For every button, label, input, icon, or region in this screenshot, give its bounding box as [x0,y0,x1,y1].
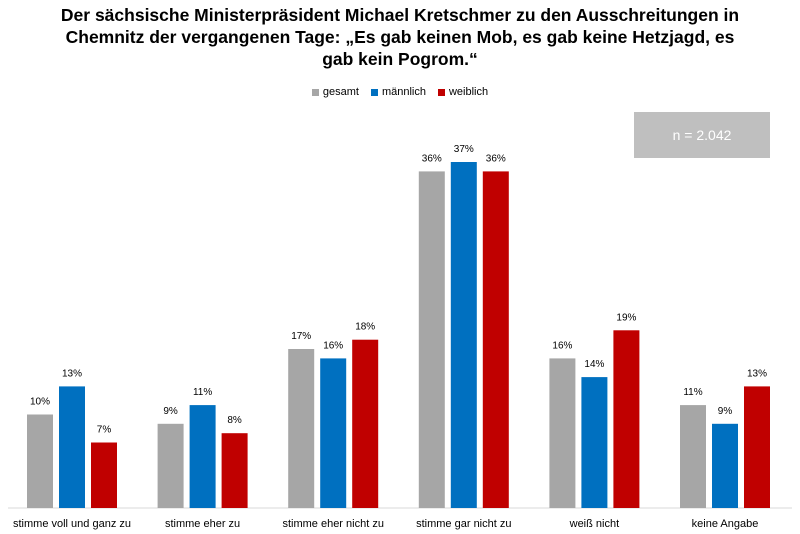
data-label-gesamt-0: 10% [30,397,50,408]
category-label-4: weiß nicht [569,518,620,530]
sample-size-text: n = 2.042 [672,127,732,143]
data-label-gesamt-3: 36% [422,153,442,164]
bar-gesamt-2 [288,349,315,508]
legend-label-maennlich: männlich [381,86,426,98]
data-label-männlich-1: 11% [193,387,212,398]
bar-weiblich-1 [221,433,248,508]
bar-weiblich-0 [91,442,117,508]
bar-gesamt-5 [680,405,706,508]
data-label-weiblich-3: 36% [486,153,506,164]
bar-männlich-4 [581,377,608,508]
chart-title-line-2: Chemnitz der vergangenen Tage: „Es gab k… [65,27,735,47]
bar-männlich-2 [320,358,347,508]
bar-männlich-0 [59,386,85,508]
data-label-männlich-4: 14% [584,359,604,370]
legend-item-gesamt: gesamt [311,86,359,98]
data-label-weiblich-4: 19% [616,312,636,323]
sample-size-box: n = 2.042 [634,112,770,158]
bar-weiblich-5 [744,386,770,508]
bar-weiblich-3 [482,171,509,508]
legend-item-maennlich: männlich [370,86,426,98]
legend-item-weiblich: weiblich [437,86,489,98]
category-label-5: keine Angabe [692,518,759,530]
data-label-männlich-2: 16% [323,340,343,351]
data-label-gesamt-5: 11% [683,387,702,398]
bar-gesamt-4 [549,358,576,508]
bar-gesamt-0 [27,414,53,508]
legend-swatch-weiblich [437,88,445,96]
category-label-3: stimme gar nicht zu [416,518,511,530]
chart-legend: gesamt männlich weiblich [0,86,800,98]
bar-weiblich-4 [613,330,640,508]
bar-gesamt-1 [157,423,184,508]
data-label-weiblich-1: 8% [227,415,242,426]
bar-weiblich-2 [352,339,379,508]
data-label-weiblich-5: 13% [747,368,767,379]
data-label-gesamt-2: 17% [291,331,311,342]
bar-männlich-5 [712,423,738,508]
bar-männlich-1 [189,405,216,508]
legend-label-gesamt: gesamt [322,86,359,98]
legend-swatch-maennlich [370,88,378,96]
data-label-weiblich-2: 18% [355,322,375,333]
data-label-männlich-5: 9% [718,406,733,417]
legend-swatch-gesamt [311,88,319,96]
bar-männlich-3 [450,162,477,508]
category-label-2: stimme eher nicht zu [282,518,383,530]
bar-gesamt-3 [418,171,445,508]
chart-title-line-3: gab kein Pogrom.“ [322,49,478,69]
data-label-gesamt-4: 16% [552,340,572,351]
chart-title-line-1: Der sächsische Ministerpräsident Michael… [60,5,740,25]
data-label-männlich-0: 13% [62,368,82,379]
data-label-gesamt-1: 9% [163,406,178,417]
chart-title: Der sächsische Ministerpräsident Michael… [0,4,800,70]
data-label-männlich-3: 37% [454,144,474,155]
legend-label-weiblich: weiblich [448,86,489,98]
category-label-0: stimme voll und ganz zu [13,518,131,530]
data-label-weiblich-0: 7% [97,425,112,436]
category-label-1: stimme eher zu [165,518,240,530]
